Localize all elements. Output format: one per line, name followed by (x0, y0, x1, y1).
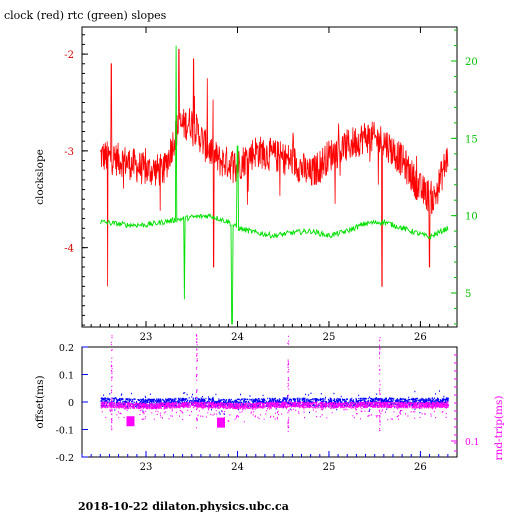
clock-series-line (99, 48, 449, 287)
offset-y-tick-label: -0.2 (56, 453, 74, 464)
slope-panel-frame (81, 26, 458, 328)
offset-x-tick-label: 24 (231, 462, 244, 473)
offset-data-layer (100, 334, 449, 432)
rtc-y-tick-label: 5 (465, 289, 471, 300)
offset-x-tick-label: 23 (140, 462, 153, 473)
rndtrip-scatter-points (100, 334, 449, 432)
offset-y-tick-label: -0.1 (56, 426, 74, 437)
slope-x-tick-label: 25 (323, 332, 336, 343)
slope-data-layer (99, 45, 449, 325)
chart-title: clock (red) rtc (green) slopes (4, 9, 167, 22)
footer-host-date: 2018-10-22 dilaton.physics.ubc.ca (78, 500, 289, 512)
slope-y-tick-label: -2 (64, 50, 74, 61)
offset-panel: 23 24 25 26 0.2 0.1 0 -0.1 -0.2 0.1 offset(ms) rn… (34, 334, 505, 473)
offset-x-tick-label: 26 (414, 462, 427, 473)
clockslope-axis-label: clockslope (34, 149, 46, 205)
rndtrip-cluster (217, 417, 226, 428)
rtc-series-line (99, 45, 449, 325)
slope-y-tick-label: -3 (64, 147, 74, 158)
rtc-y-tick-label: 10 (465, 212, 478, 223)
slope-x-tick-label: 26 (414, 332, 427, 343)
rtc-y-tick-label: 20 (465, 57, 478, 68)
offset-axes: 23 24 25 26 0.2 0.1 0 -0.1 -0.2 0.1 (56, 343, 480, 473)
offset-y-tick-label: 0.2 (59, 343, 74, 354)
slope-x-tick-label: 23 (140, 332, 153, 343)
offset-y-tick-label: 0 (68, 398, 74, 409)
slope-panel: 23 24 25 26 -2 -3 -4 5 10 15 20 clockslope (34, 26, 478, 343)
offset-axis-label: offset(ms) (34, 375, 46, 428)
rtc-y-tick-label: 15 (465, 134, 478, 145)
slope-x-tick-label: 24 (231, 332, 244, 343)
offset-x-tick-label: 25 (323, 462, 336, 473)
slope-axes: 23 24 25 26 -2 -3 -4 5 10 15 20 (64, 27, 478, 343)
rndtrip-cluster (126, 416, 135, 427)
rndtrip-y-tick-label: 0.1 (465, 438, 479, 448)
rndtrip-axis-label: rnd-trip(ms) (493, 396, 505, 461)
offset-y-tick-label: 0.1 (59, 371, 74, 382)
slope-y-tick-label: -4 (64, 244, 74, 255)
